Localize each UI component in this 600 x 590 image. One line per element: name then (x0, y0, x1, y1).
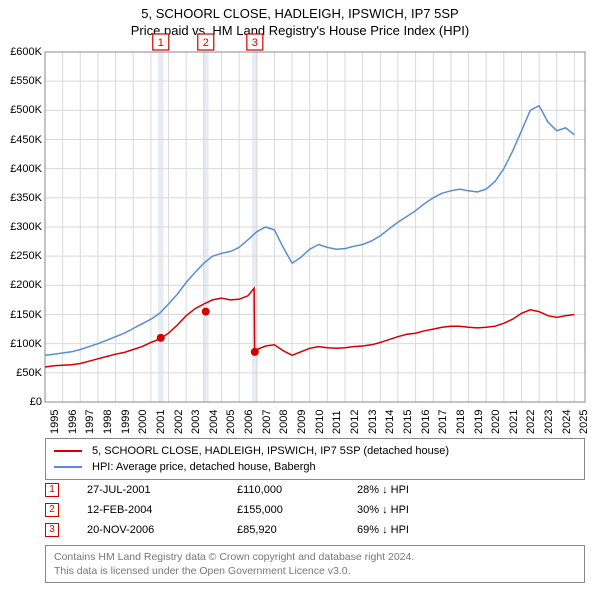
transaction-date: 27-JUL-2001 (87, 484, 237, 496)
x-tick-label: 2014 (384, 410, 396, 434)
x-tick-label: 2003 (190, 410, 202, 434)
x-tick-label: 1998 (102, 410, 114, 434)
x-tick-label: 2022 (525, 410, 537, 434)
transaction-row: 1 27-JUL-2001£110,00028% ↓ HPI (45, 480, 585, 500)
transaction-pct: 28% ↓ HPI (357, 484, 477, 496)
x-tick-label: 2015 (402, 410, 414, 434)
legend-box: 5, SCHOORL CLOSE, HADLEIGH, IPSWICH, IP7… (45, 438, 585, 480)
transaction-date: 20-NOV-2006 (87, 524, 237, 536)
x-tick-label: 2025 (578, 410, 590, 434)
x-tick-label: 2012 (349, 410, 361, 434)
x-tick-label: 2002 (173, 410, 185, 434)
chart-area: 123 (45, 52, 585, 402)
transaction-date: 12-FEB-2004 (87, 504, 237, 516)
transaction-price: £155,000 (237, 504, 357, 516)
y-tick-label: £50K (0, 367, 42, 379)
x-tick-label: 2013 (367, 410, 379, 434)
chart-svg: 123 (45, 52, 585, 402)
svg-text:2: 2 (203, 37, 209, 49)
x-tick-label: 2019 (473, 410, 485, 434)
x-tick-label: 1995 (49, 410, 61, 434)
transaction-marker: 2 (45, 503, 59, 517)
y-tick-label: £300K (0, 221, 42, 233)
footer-line-2: This data is licensed under the Open Gov… (54, 564, 576, 578)
legend-row-property: 5, SCHOORL CLOSE, HADLEIGH, IPSWICH, IP7… (54, 443, 576, 459)
y-tick-label: £500K (0, 104, 42, 116)
x-tick-label: 2004 (208, 410, 220, 434)
y-tick-label: £550K (0, 75, 42, 87)
x-tick-label: 2017 (437, 410, 449, 434)
x-tick-label: 2011 (331, 410, 343, 434)
x-tick-label: 2009 (296, 410, 308, 434)
svg-text:1: 1 (158, 37, 164, 49)
svg-text:3: 3 (252, 37, 258, 49)
transaction-pct: 30% ↓ HPI (357, 504, 477, 516)
transaction-row: 2 12-FEB-2004£155,00030% ↓ HPI (45, 500, 585, 520)
address-title: 5, SCHOORL CLOSE, HADLEIGH, IPSWICH, IP7… (0, 6, 600, 21)
transaction-pct: 69% ↓ HPI (357, 524, 477, 536)
legend-swatch-property (54, 450, 82, 452)
x-tick-label: 2005 (225, 410, 237, 434)
transactions-table: 1 27-JUL-2001£110,00028% ↓ HPI 2 12-FEB-200… (45, 480, 585, 540)
x-tick-label: 1996 (67, 410, 79, 434)
y-tick-label: £350K (0, 192, 42, 204)
x-tick-label: 2006 (243, 410, 255, 434)
y-tick-label: £600K (0, 46, 42, 58)
y-tick-label: £150K (0, 309, 42, 321)
x-tick-label: 2018 (455, 410, 467, 434)
footer-line-1: Contains HM Land Registry data © Crown c… (54, 550, 576, 564)
figure-container: 5, SCHOORL CLOSE, HADLEIGH, IPSWICH, IP7… (0, 0, 600, 590)
x-tick-label: 2020 (490, 410, 502, 434)
x-tick-label: 1999 (120, 410, 132, 434)
x-tick-label: 2000 (137, 410, 149, 434)
transaction-marker: 1 (45, 483, 59, 497)
transaction-price: £85,920 (237, 524, 357, 536)
transaction-row: 3 20-NOV-2006£85,92069% ↓ HPI (45, 520, 585, 540)
legend-row-hpi: HPI: Average price, detached house, Babe… (54, 459, 576, 475)
y-tick-label: £250K (0, 250, 42, 262)
y-tick-label: £450K (0, 134, 42, 146)
footer-box: Contains HM Land Registry data © Crown c… (45, 545, 585, 583)
x-tick-label: 2023 (543, 410, 555, 434)
y-tick-label: £0 (0, 396, 42, 408)
x-tick-label: 2024 (561, 410, 573, 434)
legend-label-hpi: HPI: Average price, detached house, Babe… (92, 461, 316, 473)
x-tick-label: 2010 (314, 410, 326, 434)
y-tick-label: £200K (0, 279, 42, 291)
x-tick-label: 2007 (261, 410, 273, 434)
transaction-price: £110,000 (237, 484, 357, 496)
transaction-marker: 3 (45, 523, 59, 537)
legend-swatch-hpi (54, 466, 82, 468)
x-tick-label: 2008 (278, 410, 290, 434)
x-tick-label: 2021 (508, 410, 520, 434)
y-tick-label: £100K (0, 338, 42, 350)
title-block: 5, SCHOORL CLOSE, HADLEIGH, IPSWICH, IP7… (0, 0, 600, 38)
y-tick-label: £400K (0, 163, 42, 175)
x-tick-label: 2001 (155, 410, 167, 434)
chart-subtitle: Price paid vs. HM Land Registry's House … (0, 23, 600, 38)
x-tick-label: 1997 (84, 410, 96, 434)
x-tick-label: 2016 (420, 410, 432, 434)
legend-label-property: 5, SCHOORL CLOSE, HADLEIGH, IPSWICH, IP7… (92, 445, 449, 457)
